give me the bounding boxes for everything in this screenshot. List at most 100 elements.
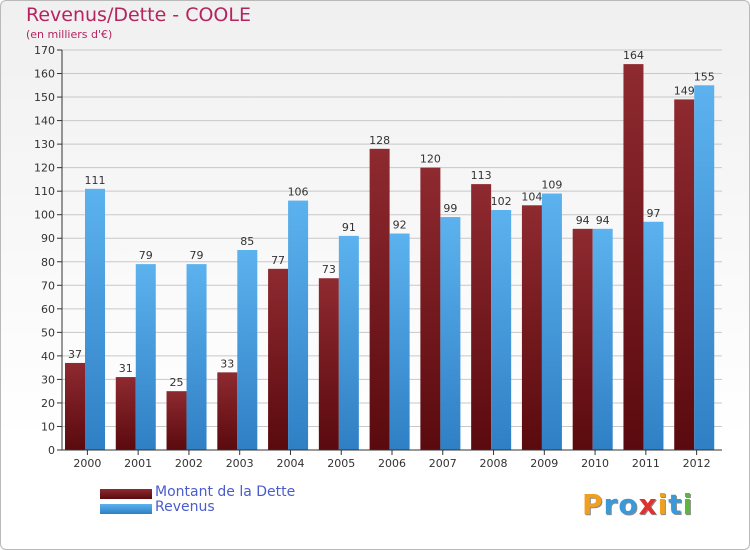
data-label: 37 xyxy=(68,348,82,361)
data-label: 92 xyxy=(393,219,407,232)
data-label: 149 xyxy=(674,84,695,97)
y-tick-label: 120 xyxy=(34,162,55,175)
y-tick-label: 40 xyxy=(41,350,55,363)
y-tick-label: 70 xyxy=(41,279,55,292)
y-tick-label: 110 xyxy=(34,185,55,198)
logo-letter: i xyxy=(657,488,669,521)
data-labels: 37 111 31 79 25 79 33 85 77 106 73 91 128 92 120 99 113 1… xyxy=(68,49,715,389)
logo-letter: P xyxy=(582,488,604,521)
data-label: 79 xyxy=(190,249,204,262)
chart-title: Revenus/Dette - COOLE xyxy=(26,4,251,26)
bar-revenus xyxy=(85,188,105,450)
bar-dette xyxy=(420,167,441,450)
logo-letter: t xyxy=(668,488,683,521)
bar-revenus xyxy=(237,250,258,450)
data-label: 155 xyxy=(694,70,715,83)
y-tick-label: 20 xyxy=(41,397,55,410)
x-tick-label: 2002 xyxy=(175,457,203,470)
bar-revenus xyxy=(135,264,156,450)
bar-dette xyxy=(369,148,390,450)
data-label: 33 xyxy=(220,357,234,370)
legend-label-revenus: Revenus xyxy=(155,499,215,515)
bar-dette xyxy=(217,372,238,450)
bars xyxy=(65,64,715,450)
x-tick-label: 2004 xyxy=(276,457,304,470)
y-tick-label: 160 xyxy=(34,68,55,81)
legend-label-debt: Montant de la Dette xyxy=(155,484,296,500)
x-tick-label: 2005 xyxy=(327,457,355,470)
y-tick-label: 170 xyxy=(34,44,55,57)
data-label: 102 xyxy=(491,195,512,208)
bar-revenus xyxy=(643,221,664,450)
x-tick-label: 2001 xyxy=(124,457,152,470)
bar-revenus xyxy=(694,85,715,450)
bar-dette xyxy=(471,184,492,450)
x-tick-label: 2006 xyxy=(378,457,406,470)
bar-revenus xyxy=(491,210,512,450)
data-label: 106 xyxy=(288,186,309,199)
y-tick-label: 90 xyxy=(41,232,55,245)
legend-item-revenus: Revenus xyxy=(100,499,340,517)
x-tick-label: 2009 xyxy=(530,457,558,470)
bar-dette xyxy=(65,362,85,450)
data-label: 94 xyxy=(596,214,610,227)
bar-revenus xyxy=(389,233,410,450)
y-tick-label: 10 xyxy=(41,420,55,433)
x-tick-label: 2011 xyxy=(632,457,660,470)
bar-chart: 37 111 31 79 25 79 33 85 77 106 73 91 128 92 120 99 113 1… xyxy=(34,44,722,470)
data-label: 25 xyxy=(170,376,184,389)
data-label: 120 xyxy=(420,153,441,166)
data-label: 77 xyxy=(271,254,285,267)
data-label: 111 xyxy=(85,174,106,187)
bar-dette xyxy=(268,268,289,450)
y-tick-label: 100 xyxy=(34,209,55,222)
legend-item-debt: Montant de la Dette xyxy=(100,484,340,502)
x-tick-label: 2008 xyxy=(480,457,508,470)
data-label: 97 xyxy=(646,207,660,220)
y-tick-label: 150 xyxy=(34,91,55,104)
logo-letter: r xyxy=(603,488,619,521)
data-label: 94 xyxy=(576,214,590,227)
y-tick-label: 80 xyxy=(41,256,55,269)
legend-swatch-revenus xyxy=(100,504,152,514)
y-tick-label: 60 xyxy=(41,303,55,316)
bar-dette xyxy=(674,99,695,450)
y-tick-label: 50 xyxy=(41,326,55,339)
bar-revenus xyxy=(541,193,562,450)
y-tick-label: 130 xyxy=(34,138,55,151)
data-label: 73 xyxy=(322,263,336,276)
proxiti-logo: Proxiti xyxy=(582,488,693,521)
data-label: 99 xyxy=(443,202,457,215)
bar-dette xyxy=(623,64,644,450)
x-tick-label: 2003 xyxy=(226,457,254,470)
bar-dette xyxy=(521,205,542,450)
bar-revenus xyxy=(338,235,359,450)
data-label: 128 xyxy=(369,134,390,147)
bar-dette xyxy=(318,278,339,450)
data-label: 104 xyxy=(521,190,542,203)
chart-subtitle: (en milliers d'€) xyxy=(26,28,113,41)
y-tick-label: 140 xyxy=(34,115,55,128)
bar-dette xyxy=(572,228,593,450)
y-tick-label: 30 xyxy=(41,373,55,386)
logo-letter: o xyxy=(618,488,639,521)
data-label: 109 xyxy=(541,179,562,192)
bar-dette xyxy=(166,391,187,450)
data-label: 31 xyxy=(119,362,133,375)
bar-revenus xyxy=(440,217,461,450)
data-label: 85 xyxy=(240,235,254,248)
bar-revenus xyxy=(288,200,309,450)
data-label: 79 xyxy=(139,249,153,262)
legend-swatch-debt xyxy=(100,489,152,499)
x-tick-label: 2000 xyxy=(73,457,101,470)
x-tick-label: 2012 xyxy=(683,457,711,470)
logo-letter: i xyxy=(682,488,694,521)
logo-letter: x xyxy=(638,488,658,521)
axes: 0 10 20 30 40 50 60 70 80 90 100 110 120 130 140 150 160… xyxy=(34,44,722,470)
bar-dette xyxy=(115,377,136,450)
data-label: 91 xyxy=(342,221,356,234)
x-tick-label: 2010 xyxy=(581,457,609,470)
data-label: 113 xyxy=(471,169,492,182)
y-tick-label: 0 xyxy=(48,444,55,457)
x-tick-label: 2007 xyxy=(429,457,457,470)
